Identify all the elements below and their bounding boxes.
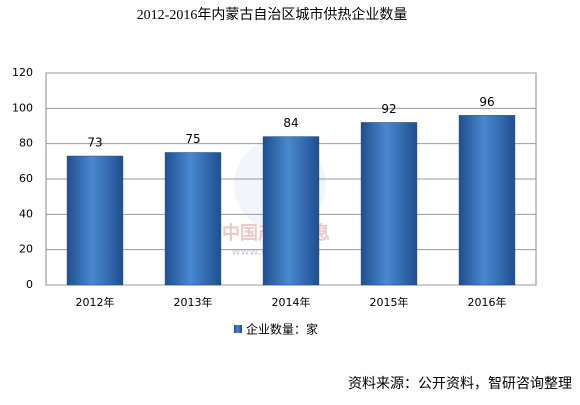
bar [262,136,320,286]
bar [164,152,222,286]
y-tick-label: 120 [12,66,33,79]
bar [360,122,418,286]
data-label: 96 [479,95,494,109]
x-tick-label: 2015年 [370,295,409,309]
legend-swatch [234,325,242,333]
x-tick-label: 2013年 [174,295,213,309]
y-tick-label: 100 [12,101,33,114]
x-tick-label: 2016年 [468,295,507,309]
source-note: 资料来源：公开资料，智研咨询整理 [348,376,572,392]
data-label: 73 [87,136,102,150]
bar [66,155,124,286]
y-tick-label: 60 [19,172,33,185]
data-label: 75 [185,132,200,146]
chart-title: 2012-2016年内蒙古自治区城市供热企业数量 [137,6,408,23]
data-label: 92 [381,102,396,116]
y-tick-label: 80 [19,137,33,150]
y-tick-label: 40 [19,207,33,220]
y-tick-label: 0 [26,278,33,291]
legend-label: 企业数量：家 [246,322,318,337]
x-tick-label: 2012年 [76,295,115,309]
bar [458,115,516,286]
x-tick-label: 2014年 [272,295,311,309]
y-tick-label: 20 [19,243,33,256]
data-label: 84 [283,116,298,130]
